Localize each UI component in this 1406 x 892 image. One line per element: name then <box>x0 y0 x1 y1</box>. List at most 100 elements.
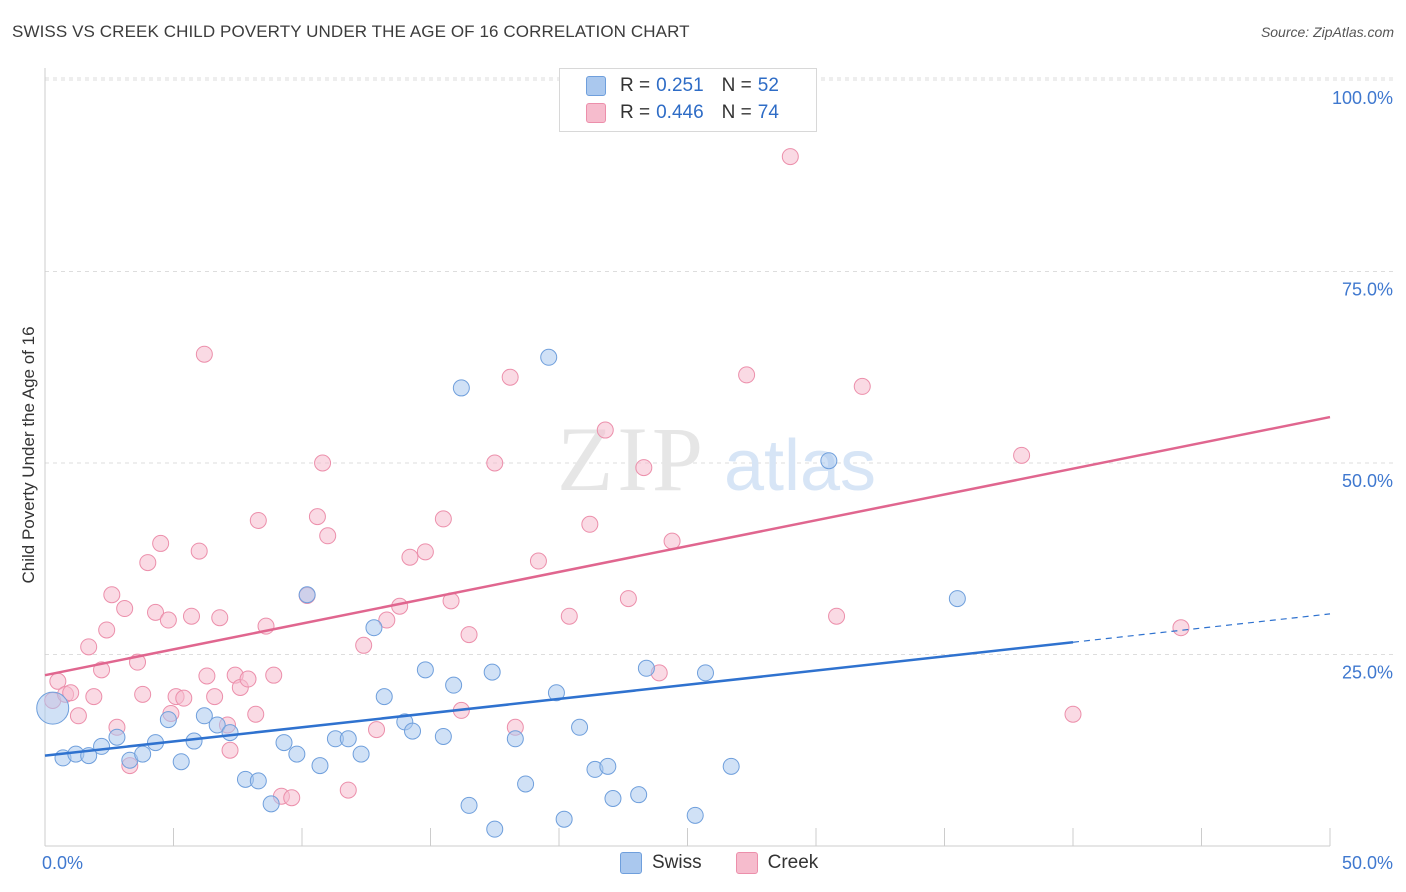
swiss-point <box>159 711 177 729</box>
swiss-point <box>452 379 470 397</box>
creek-point <box>152 534 170 552</box>
data-points <box>36 148 1190 838</box>
creek-point <box>596 421 614 439</box>
creek-point <box>69 707 87 725</box>
swiss-point <box>416 661 434 679</box>
creek-point <box>635 459 653 477</box>
y-tick-label: 100.0% <box>1332 88 1393 108</box>
swiss-point <box>172 753 190 771</box>
swiss-point <box>722 757 740 775</box>
swiss-legend-swatch <box>620 852 642 874</box>
y-axis-label: Child Poverty Under the Age of 16 <box>19 326 38 583</box>
creek-point <box>828 607 846 625</box>
swiss-point <box>108 728 126 746</box>
y-tick-label: 75.0% <box>1342 280 1393 300</box>
creek-point <box>198 667 216 685</box>
swiss-point <box>460 796 478 814</box>
creek-point <box>1013 446 1031 464</box>
swiss-point <box>696 664 714 682</box>
creek-point <box>139 554 157 572</box>
swiss-trendline-extension <box>1072 613 1331 643</box>
x-tick-label: 0.0% <box>42 853 83 873</box>
swiss-point <box>249 772 267 790</box>
creek-point <box>85 688 103 706</box>
creek-n-label: N = <box>721 102 752 123</box>
swiss-point <box>486 820 504 838</box>
creek-point <box>581 515 599 533</box>
creek-point <box>211 609 229 627</box>
creek-swatch <box>586 103 606 123</box>
creek-point <box>195 345 213 363</box>
swiss-point <box>506 730 524 748</box>
creek-point <box>308 508 326 526</box>
swiss-point <box>262 795 280 813</box>
swiss-point <box>483 663 501 681</box>
source-label: Source: ZipAtlas.com <box>1260 24 1394 40</box>
creek-point <box>319 527 337 545</box>
swiss-legend-label: Swiss <box>652 852 702 873</box>
swiss-point <box>221 724 239 742</box>
swiss-point <box>540 348 558 366</box>
creek-point <box>206 688 224 706</box>
creek-point <box>619 590 637 608</box>
creek-point <box>663 532 681 550</box>
creek-trendline <box>44 415 1331 677</box>
creek-point <box>339 781 357 799</box>
creek-point <box>134 685 152 703</box>
swiss-point <box>375 688 393 706</box>
swiss-point <box>298 586 316 604</box>
swiss-point <box>434 727 452 745</box>
creek-point <box>738 366 756 384</box>
swiss-point <box>445 676 463 694</box>
creek-point <box>98 621 116 639</box>
creek-point <box>529 552 547 570</box>
creek-legend-swatch <box>735 852 758 874</box>
creek-point <box>378 611 396 629</box>
swiss-point <box>93 737 111 755</box>
creek-point <box>249 511 267 529</box>
creek-point <box>1064 705 1082 723</box>
creek-r-value: 0.446 <box>656 102 704 123</box>
swiss-n-value: 52 <box>757 75 779 96</box>
bottom-legend-swiss[interactable]: Swiss <box>620 852 702 874</box>
creek-point <box>368 721 386 739</box>
bottom-legend: Swiss Creek <box>620 852 852 874</box>
swiss-point <box>36 691 70 725</box>
legend: R = 0.251 N = 52 R = 0.446 N = 74 <box>559 68 817 132</box>
swiss-point <box>404 722 422 740</box>
creek-point <box>486 454 504 472</box>
y-tick-label: 25.0% <box>1342 663 1393 683</box>
swiss-trendline <box>44 641 1074 757</box>
creek-point <box>283 789 301 807</box>
creek-point <box>401 548 419 566</box>
creek-point <box>190 542 208 560</box>
swiss-point <box>948 590 966 608</box>
swiss-point <box>339 730 357 748</box>
creek-point <box>501 368 519 386</box>
chart-title: SWISS VS CREEK CHILD POVERTY UNDER THE A… <box>12 22 690 41</box>
creek-point <box>1172 619 1190 637</box>
creek-point <box>247 705 265 723</box>
creek-point <box>147 603 165 621</box>
legend-row-swiss: R = 0.251 N = 52 <box>586 73 779 99</box>
swiss-point <box>134 745 152 763</box>
swiss-point <box>195 707 213 725</box>
creek-point <box>221 741 239 759</box>
swiss-point <box>311 757 329 775</box>
swiss-point <box>275 734 293 752</box>
creek-point <box>416 543 434 561</box>
swiss-swatch <box>586 76 606 96</box>
swiss-point <box>571 718 589 736</box>
axes <box>44 68 1331 847</box>
bottom-legend-creek[interactable]: Creek <box>735 852 818 874</box>
swiss-point <box>365 619 383 637</box>
tick-labels: 25.0% 50.0% 75.0% 100.0% 0.0% 50.0% <box>42 88 1393 873</box>
creek-point <box>175 689 193 707</box>
creek-r-label: R = <box>620 102 651 123</box>
creek-point <box>355 636 373 654</box>
creek-point <box>560 607 578 625</box>
y-tick-label: 50.0% <box>1342 471 1393 491</box>
x-tick-label: 50.0% <box>1342 853 1393 873</box>
swiss-point <box>604 790 622 808</box>
legend-row-creek: R = 0.446 N = 74 <box>586 100 779 126</box>
